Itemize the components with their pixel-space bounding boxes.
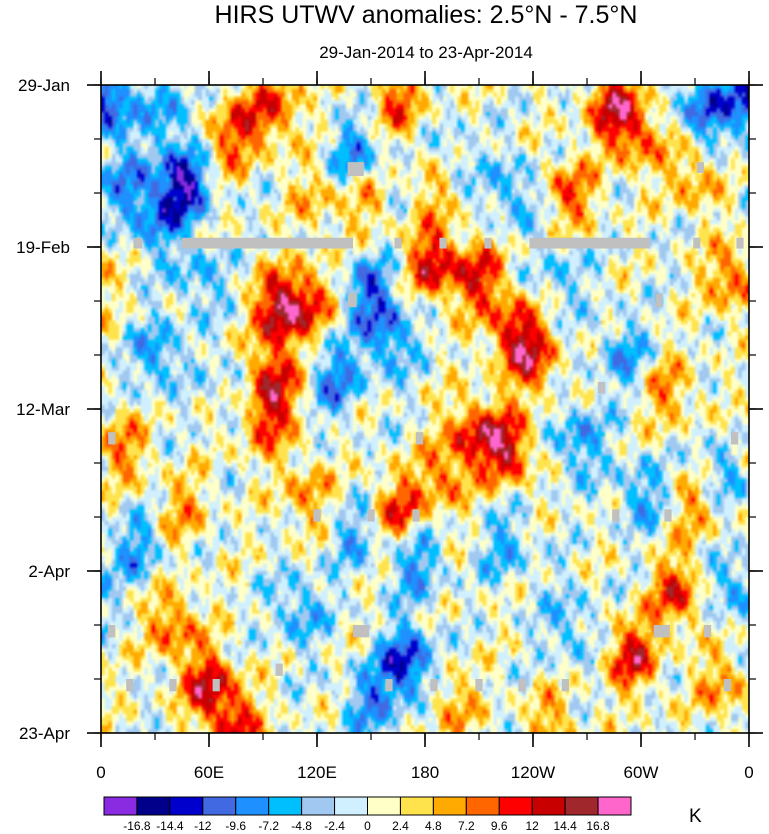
colorbar-level-label: 9.6 [491, 819, 508, 833]
y-tick-label: 29-Jan [18, 76, 70, 95]
missing-data-segment [664, 509, 672, 522]
x-tick-label: 0 [744, 763, 753, 782]
missing-data-segment [529, 237, 650, 249]
missing-data-segment [275, 663, 283, 676]
colorbar-level-label: -12 [194, 819, 212, 833]
missing-data-segment [347, 293, 357, 308]
missing-data-layer [108, 162, 744, 692]
colorbar-box [432, 796, 467, 816]
colorbar: -16.8 -14.4 -12 -9.6 -7.2 -4.8 -2.4 0 2.4 4.8 7.2 9… [103, 796, 632, 833]
colorbar-box [301, 796, 336, 816]
missing-data-segment [731, 432, 739, 445]
x-tick-label: 60E [194, 763, 224, 782]
colorbar-level-label: 0 [364, 819, 371, 833]
colorbar-level-label: 12 [526, 819, 540, 833]
colorbar-box [399, 796, 434, 816]
missing-data-segment [612, 509, 620, 522]
x-tick-label: 0 [96, 763, 105, 782]
missing-data-segment [736, 237, 744, 249]
missing-data-segment [704, 625, 712, 638]
missing-data-segment [313, 509, 321, 522]
colorbar-unit-label: K [689, 806, 702, 827]
colorbar-box [531, 796, 566, 816]
colorbar-level-label: 7.2 [458, 819, 475, 833]
missing-data-segment [385, 679, 393, 692]
missing-data-segment [696, 162, 704, 173]
y-axis: 29-Jan 19-Feb 12-Mar 2-Apr 23-Apr [16, 76, 763, 743]
colorbar-box [367, 796, 401, 816]
colorbar-level-label: -2.4 [324, 819, 345, 833]
colorbar-box [564, 796, 599, 816]
x-axis: 0 60E 120E 180 120W 60W 0 [96, 71, 754, 782]
colorbar-level-label: 14.4 [553, 819, 577, 833]
missing-data-segment [108, 625, 116, 638]
missing-data-segment [394, 237, 402, 249]
missing-data-segment [693, 237, 701, 249]
y-tick-label: 12-Mar [16, 400, 70, 419]
missing-data-segment [169, 679, 177, 692]
colorbar-box [202, 796, 237, 816]
missing-data-segment [347, 162, 364, 177]
anomaly-heatmap [101, 85, 749, 733]
missing-data-segment [353, 625, 370, 638]
chart-title: HIRS UTWV anomalies: 2.5°N - 7.5°N [215, 1, 638, 29]
colorbar-level-label: -14.4 [156, 819, 184, 833]
missing-data-segment [126, 679, 134, 692]
missing-data-segment [484, 237, 492, 249]
missing-data-segment [655, 293, 663, 308]
colorbar-box [597, 796, 632, 816]
colorbar-level-label: 4.8 [425, 819, 442, 833]
missing-data-segment [561, 679, 569, 692]
colorbar-box [334, 796, 368, 816]
y-tick-label: 23-Apr [19, 724, 70, 743]
chart-subtitle: 29-Jan-2014 to 23-Apr-2014 [319, 43, 533, 62]
missing-data-segment [182, 237, 353, 249]
colorbar-box [235, 796, 270, 816]
colorbar-level-label: -9.6 [225, 819, 246, 833]
colorbar-box [498, 796, 533, 816]
colorbar-box [169, 796, 204, 816]
missing-data-segment [430, 679, 438, 692]
y-tick-label: 2-Apr [28, 562, 70, 581]
missing-data-segment [412, 509, 420, 522]
colorbar-level-label: -7.2 [258, 819, 279, 833]
missing-data-segment [475, 679, 483, 692]
colorbar-box [136, 796, 171, 816]
missing-data-segment [597, 382, 605, 394]
colorbar-box [465, 796, 500, 816]
missing-data-segment [212, 679, 220, 692]
x-tick-label: 120W [511, 763, 555, 782]
x-tick-label: 60W [624, 763, 659, 782]
colorbar-level-label: 2.4 [392, 819, 409, 833]
missing-data-segment [723, 679, 731, 692]
colorbar-box [103, 796, 138, 816]
x-tick-label: 180 [411, 763, 439, 782]
y-tick-label: 19-Feb [16, 238, 70, 257]
missing-data-segment [416, 432, 424, 445]
missing-data-segment [108, 432, 116, 445]
x-tick-label: 120E [297, 763, 337, 782]
colorbar-level-label: -16.8 [123, 819, 151, 833]
missing-data-segment [439, 237, 447, 249]
colorbar-box [268, 796, 303, 816]
missing-data-segment [133, 237, 143, 249]
colorbar-level-label: -4.8 [291, 819, 312, 833]
missing-data-segment [653, 625, 670, 638]
colorbar-level-label: 16.8 [586, 819, 610, 833]
missing-data-segment [518, 679, 526, 692]
missing-data-segment [367, 509, 375, 522]
